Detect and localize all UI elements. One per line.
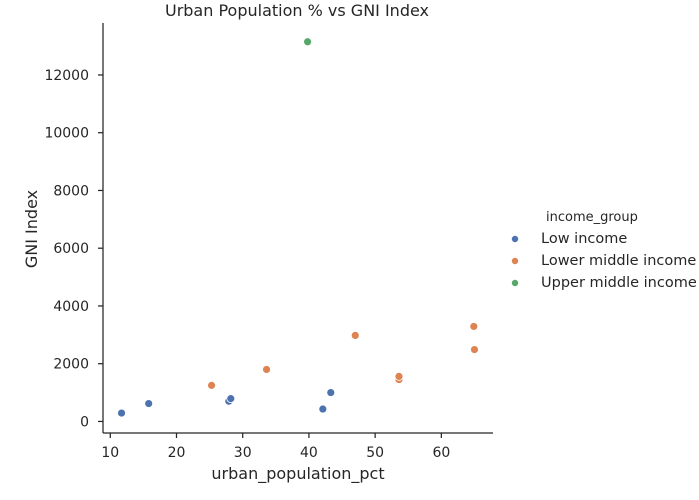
legend-item-upper-middle-income: Upper middle income [510, 275, 697, 291]
x-tick-label: 20 [168, 445, 186, 461]
y-axis-label: GNI Index [22, 190, 41, 268]
chart-title: Urban Population % vs GNI Index [165, 1, 429, 20]
y-tick-label: 12000 [44, 68, 89, 84]
legend-label-low-income: Low income [541, 231, 627, 247]
point-lower-middle-income [470, 345, 479, 354]
legend: income_group Low income Lower middle inc… [510, 210, 697, 291]
point-low-income [144, 399, 154, 408]
y-axis-ticks: 0 2000 4000 6000 8000 10000 12000 [44, 68, 103, 430]
x-axis-label: urban_population_pct [211, 464, 384, 484]
point-low-income [318, 404, 328, 414]
legend-marker-upper-middle-income [510, 278, 519, 287]
x-tick-label: 30 [234, 445, 252, 461]
x-tick-label: 10 [101, 445, 119, 461]
y-tick-label: 2000 [53, 357, 89, 373]
point-upper-middle-income [303, 37, 313, 47]
point-lower-middle-income [394, 372, 404, 381]
point-lower-middle-income [262, 365, 271, 374]
point-low-income [326, 388, 336, 397]
y-tick-label: 6000 [53, 241, 89, 257]
legend-title: income_group [546, 210, 638, 225]
y-tick-label: 4000 [53, 299, 89, 315]
legend-marker-low-income [510, 234, 519, 243]
legend-item-low-income: Low income [510, 231, 627, 247]
point-lower-middle-income [350, 331, 360, 340]
x-axis-ticks: 10 20 30 40 50 60 [101, 433, 450, 461]
x-tick-label: 50 [366, 445, 384, 461]
legend-label-lower-middle-income: Lower middle income [541, 253, 696, 269]
point-lower-middle-income [207, 380, 216, 390]
x-tick-label: 40 [300, 445, 318, 461]
point-low-income [226, 394, 236, 404]
legend-label-upper-middle-income: Upper middle income [541, 275, 697, 291]
y-tick-label: 0 [80, 414, 89, 430]
x-tick-label: 60 [432, 445, 450, 461]
y-tick-label: 8000 [53, 183, 89, 199]
legend-marker-lower-middle-income [510, 256, 519, 265]
point-lower-middle-income [469, 322, 479, 331]
legend-item-lower-middle-income: Lower middle income [510, 253, 696, 269]
y-tick-label: 10000 [44, 126, 89, 142]
point-low-income [117, 408, 126, 418]
data-points [117, 37, 479, 418]
